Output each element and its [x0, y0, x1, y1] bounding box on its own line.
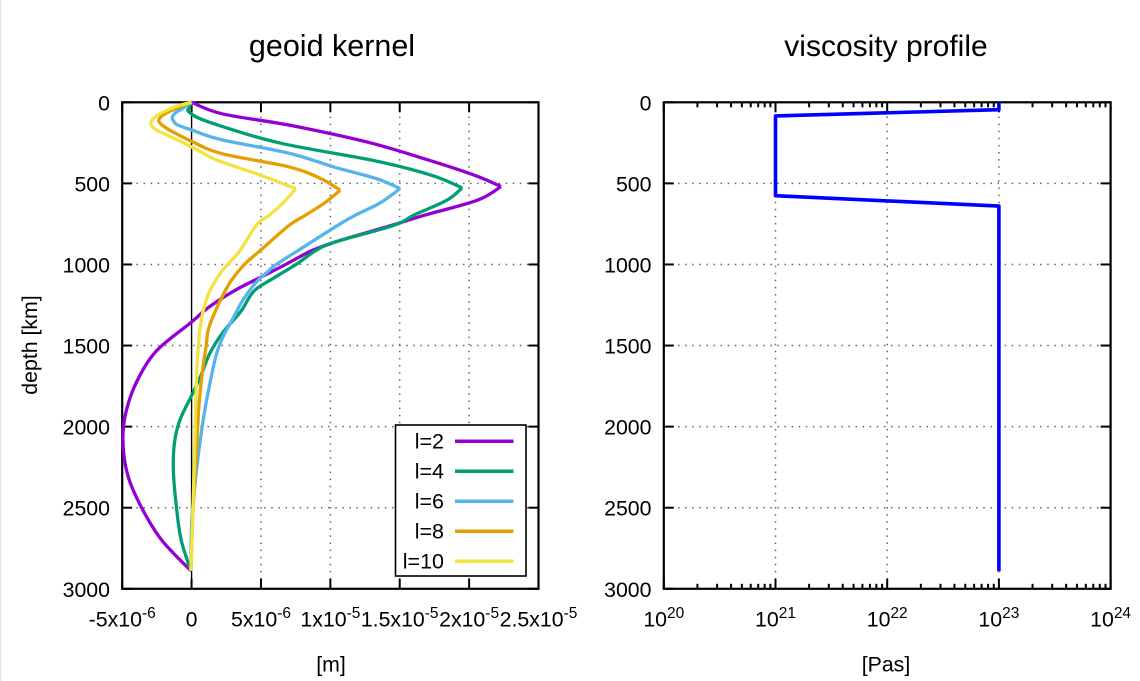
svg-text:0: 0: [98, 91, 110, 115]
svg-text:l=6: l=6: [415, 490, 444, 514]
svg-text:viscosity profile: viscosity profile: [784, 30, 987, 63]
svg-text:l=8: l=8: [415, 520, 444, 544]
svg-text:depth [km]: depth [km]: [18, 295, 42, 394]
svg-text:1000: 1000: [604, 254, 652, 278]
svg-text:2500: 2500: [604, 497, 652, 521]
svg-text:0: 0: [186, 608, 198, 632]
svg-text:[Pas]: [Pas]: [862, 653, 911, 677]
svg-text:2000: 2000: [604, 416, 652, 440]
svg-text:3000: 3000: [63, 578, 111, 602]
svg-text:1500: 1500: [604, 335, 652, 359]
svg-text:1000: 1000: [63, 254, 111, 278]
svg-text:500: 500: [74, 172, 110, 196]
svg-text:1022: 1022: [867, 605, 908, 632]
svg-text:1x10-5: 1x10-5: [300, 605, 360, 632]
svg-text:[m]: [m]: [316, 653, 346, 677]
svg-text:1023: 1023: [978, 605, 1019, 632]
svg-text:2000: 2000: [63, 416, 111, 440]
svg-text:geoid kernel: geoid kernel: [249, 29, 415, 63]
svg-text:l=4: l=4: [415, 460, 444, 484]
svg-text:0: 0: [640, 91, 652, 115]
svg-text:l=2: l=2: [415, 430, 444, 454]
svg-text:500: 500: [616, 172, 652, 196]
svg-text:l=10: l=10: [403, 550, 444, 574]
svg-text:2500: 2500: [63, 497, 111, 521]
svg-text:3000: 3000: [604, 578, 652, 602]
svg-text:1500: 1500: [63, 335, 111, 359]
